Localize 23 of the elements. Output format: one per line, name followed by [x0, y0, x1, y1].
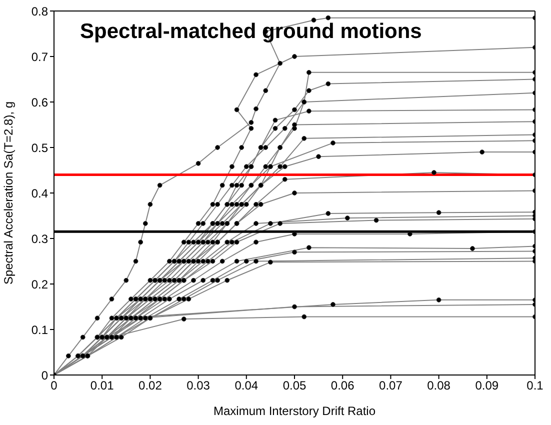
chart-title: Spectral-matched ground motions [80, 20, 422, 44]
y-axis-title: Spectral Acceleration Sa(T=2.8), g [1, 101, 16, 285]
x-tick-label: 0.04 [234, 378, 258, 393]
y-tick-label: 0.8 [31, 4, 48, 18]
x-tick-label: 0.03 [186, 378, 210, 393]
y-tick-label: 0.2 [31, 277, 48, 292]
y-tick-label: 0.5 [31, 140, 48, 155]
x-tick-label: 0.01 [90, 378, 114, 393]
x-tick-label: 0.06 [330, 378, 355, 393]
x-tick-label: 0.02 [138, 378, 162, 393]
x-tick-label: 0.05 [282, 378, 306, 393]
y-tick-label: 0.1 [31, 322, 48, 337]
y-tick-label: 0.6 [31, 95, 48, 110]
x-tick-label: 0.07 [379, 378, 403, 393]
x-tick-label: 0.08 [427, 378, 451, 393]
y-tick-label: 0 [41, 368, 48, 382]
y-tick-label: 0.3 [31, 232, 48, 246]
x-tick-label: 0.09 [475, 378, 499, 393]
x-tick-label: 0 [50, 378, 58, 393]
x-axis-title: Maximum Interstory Drift Ratio [213, 404, 376, 418]
y-tick-label: 0.4 [31, 186, 48, 200]
y-tick-label: 0.7 [31, 50, 48, 64]
x-tick-label: 0.1 [526, 378, 544, 393]
